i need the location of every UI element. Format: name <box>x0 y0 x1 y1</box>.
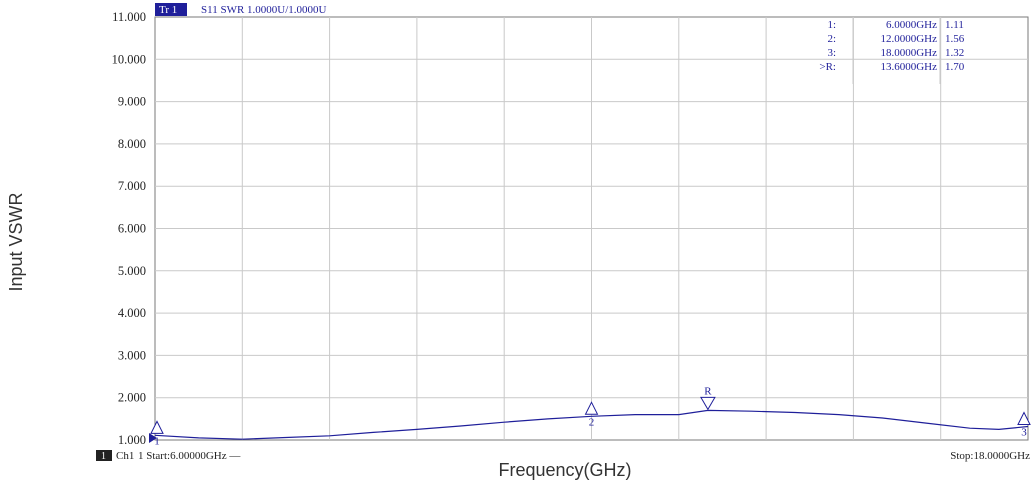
y-tick-label: 11.000 <box>112 10 146 24</box>
channel-label: Ch1 <box>116 450 134 462</box>
marker-triangle[interactable] <box>584 401 599 415</box>
marker-symbols: 1 2 3 R <box>150 385 1031 447</box>
y-tick-label: 5.000 <box>118 264 146 278</box>
marker-row-value: 1.70 <box>945 61 965 73</box>
swr-trace-line <box>154 409 1029 440</box>
marker-row-frequency: 18.0000GHz <box>880 47 937 59</box>
marker-row-value: 1.32 <box>945 47 964 59</box>
marker-row-id: >R: <box>819 61 836 73</box>
y-tick-label: 4.000 <box>118 306 146 320</box>
x-axis-title: Frequency(GHz) <box>498 460 631 480</box>
reference-level-arrow <box>149 433 157 443</box>
trace-badge-bg <box>155 3 187 16</box>
marker-symbol-label: 2 <box>589 416 595 428</box>
marker-triangle[interactable] <box>1017 411 1031 425</box>
y-tick-label: 7.000 <box>118 179 146 193</box>
marker-row-frequency: 6.0000GHz <box>886 19 937 31</box>
marker-row-id: 2: <box>827 33 836 45</box>
marker-row-id: 3: <box>827 47 836 59</box>
start-frequency: 1 Start:6.00000GHz — <box>138 450 241 462</box>
y-tick-labels: 1.000 2.000 3.000 4.000 5.000 6.000 7.000 8.000… <box>112 10 146 447</box>
marker-row-frequency: 12.0000GHz <box>880 33 937 45</box>
y-tick-label: 2.000 <box>118 391 146 405</box>
grid <box>155 17 1028 440</box>
y-tick-label: 8.000 <box>118 137 146 151</box>
y-tick-label: 1.000 <box>118 433 146 447</box>
marker-row-value: 1.11 <box>945 19 964 31</box>
channel-badge[interactable]: 1 <box>101 451 106 462</box>
marker-row-frequency: 13.6000GHz <box>880 61 937 73</box>
marker-symbol-label: R <box>704 385 712 397</box>
y-tick-label: 10.000 <box>112 52 146 66</box>
marker-triangle[interactable] <box>150 420 164 434</box>
stop-frequency: Stop:18.0000GHz <box>950 450 1030 462</box>
y-tick-label: 6.000 <box>118 222 146 236</box>
trace-badge[interactable]: Tr 1 <box>159 4 177 16</box>
y-tick-label: 3.000 <box>118 348 146 362</box>
y-tick-label: 9.000 <box>118 95 146 109</box>
marker-row-value: 1.56 <box>945 33 965 45</box>
y-axis-title: Input VSWR <box>6 192 26 291</box>
marker-row-id: 1: <box>827 19 836 31</box>
marker-symbol-label: 1 <box>154 435 160 447</box>
trace-info: S11 SWR 1.0000U/1.0000U <box>201 4 327 16</box>
marker-table: 1: 6.0000GHz 1.11 2: 12.0000GHz 1.56 3: 18.0000… <box>819 17 965 84</box>
channel-badge-bg <box>96 450 112 461</box>
marker-symbol-label: 3 <box>1021 426 1027 438</box>
marker-triangle[interactable] <box>700 396 716 411</box>
